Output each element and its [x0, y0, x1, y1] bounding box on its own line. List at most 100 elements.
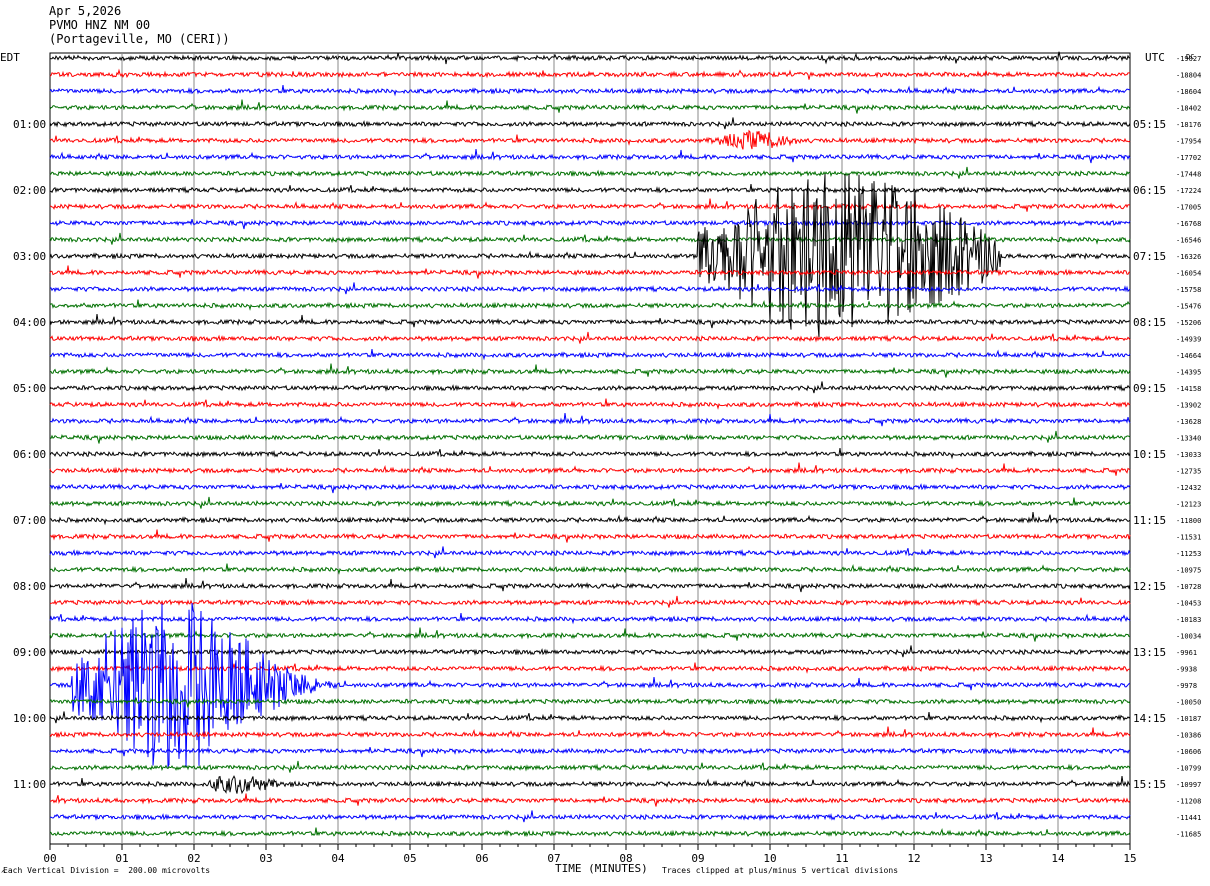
- seismic-trace: [49, 448, 1131, 460]
- utc-hour-label: 11:15: [1133, 514, 1166, 527]
- trace-offset-label: -13033: [1176, 451, 1201, 459]
- trace-offset-label: -16326: [1176, 253, 1201, 261]
- edt-hour-label: 10:00: [13, 712, 46, 725]
- trace-offset-label: -10728: [1176, 583, 1201, 591]
- utc-hour-label: 14:15: [1133, 712, 1166, 725]
- x-tick-label: 15: [1123, 852, 1136, 865]
- seismic-trace: [50, 529, 1131, 543]
- edt-axis-title: EDT: [0, 51, 20, 64]
- station-code: PVMO HNZ NM 00: [49, 18, 151, 32]
- seismic-trace: [49, 496, 1131, 509]
- trace-offset-label: -14939: [1176, 336, 1201, 344]
- seismic-trace: [49, 398, 1131, 410]
- seismic-trace: [49, 482, 1131, 494]
- trace-offset-label: -18402: [1176, 105, 1201, 113]
- x-axis-title: TIME (MINUTES): [555, 862, 648, 875]
- utc-hour-label: 15:15: [1133, 778, 1166, 791]
- trace-offset-label: -10799: [1176, 765, 1201, 773]
- trace-offset-label: -10183: [1176, 616, 1201, 624]
- x-tick-label: 07: [547, 852, 560, 865]
- seismic-trace: [49, 613, 1131, 625]
- seismic-trace: [49, 232, 1131, 245]
- edt-hour-label: 02:00: [13, 184, 46, 197]
- edt-hour-label: 08:00: [13, 580, 46, 593]
- seismic-trace: [49, 198, 1131, 212]
- trace-offset-label: -17702: [1176, 154, 1201, 162]
- trace-offset-labels: -19027 -18804 -18604 -18402 -18176 -17954 -177…: [1176, 55, 1201, 839]
- seismic-trace: [49, 218, 1131, 230]
- seismic-trace: [49, 51, 1131, 65]
- edt-hour-label: 07:00: [13, 514, 46, 527]
- seismic-trace: [49, 595, 1131, 608]
- trace-offset-label: -14395: [1176, 369, 1201, 377]
- seismic-trace: [49, 314, 1131, 329]
- seismic-trace: [49, 578, 1131, 593]
- trace-offset-label: -17448: [1176, 171, 1201, 179]
- seismic-trace: [49, 602, 1131, 768]
- edt-axis-labels: 01:00 02:00 03:00 04:00 05:00 06:00 07:00 08:00…: [13, 118, 46, 791]
- x-tick-label: 11: [835, 852, 848, 865]
- trace-offset-label: -9938: [1176, 666, 1197, 674]
- utc-hour-label: 13:15: [1133, 646, 1166, 659]
- x-axis-ticks: 00 01 02 03 04 05 06 07 08 09 10 11 12 13 14 15: [43, 844, 1137, 865]
- utc-hour-label: 12:15: [1133, 580, 1166, 593]
- time-gridlines: [121, 53, 1059, 844]
- edt-hour-label: 04:00: [13, 316, 46, 329]
- trace-offset-label: -17005: [1176, 204, 1201, 212]
- footer-marker: ^: [1, 869, 6, 878]
- trace-offset-label: -16768: [1176, 220, 1201, 228]
- trace-offset-label: -11441: [1176, 814, 1201, 822]
- seismic-traces: [49, 51, 1131, 839]
- utc-hour-label: 08:15: [1133, 316, 1166, 329]
- edt-hour-label: 01:00: [13, 118, 46, 131]
- x-tick-label: 00: [43, 852, 56, 865]
- x-tick-label: 04: [331, 852, 345, 865]
- utc-hour-label: 10:15: [1133, 448, 1166, 461]
- seismic-trace: [49, 129, 1131, 150]
- trace-offset-label: -19027: [1176, 55, 1201, 63]
- seismic-trace: [49, 711, 1131, 724]
- seismic-trace: [49, 810, 1131, 823]
- x-tick-label: 05: [403, 852, 416, 865]
- trace-offset-label: -14664: [1176, 352, 1201, 360]
- trace-offset-label: -10187: [1176, 715, 1201, 723]
- edt-hour-label: 03:00: [13, 250, 46, 263]
- seismic-trace: [49, 827, 1131, 839]
- trace-offset-label: -9961: [1176, 649, 1197, 657]
- x-tick-label: 08: [619, 852, 632, 865]
- utc-axis-labels: 05:15 06:15 07:15 08:15 09:15 10:15 11:15 12:15…: [1133, 118, 1166, 791]
- utc-hour-label: 09:15: [1133, 382, 1166, 395]
- seismic-trace: [49, 68, 1131, 80]
- seismic-trace: [49, 697, 1131, 708]
- seismic-trace: [49, 726, 1131, 739]
- trace-offset-label: -10606: [1176, 748, 1201, 756]
- seismic-trace: [49, 149, 1131, 164]
- edt-hour-label: 06:00: [13, 448, 46, 461]
- seismic-trace: [49, 462, 1131, 476]
- trace-offset-label: -10453: [1176, 600, 1201, 608]
- trace-offset-label: -17954: [1176, 138, 1201, 146]
- x-tick-label: 09: [691, 852, 704, 865]
- trace-offset-label: -12123: [1176, 501, 1201, 509]
- x-tick-label: 10: [763, 852, 776, 865]
- trace-offset-label: -12432: [1176, 484, 1201, 492]
- trace-offset-label: -10386: [1176, 732, 1201, 740]
- plot-date: Apr 5,2026: [49, 4, 122, 18]
- seismic-trace: [49, 331, 1131, 344]
- x-tick-label: 03: [259, 852, 272, 865]
- trace-offset-label: -11800: [1176, 517, 1201, 525]
- trace-offset-label: -18176: [1176, 121, 1201, 129]
- trace-offset-label: -10975: [1176, 567, 1201, 575]
- seismic-trace: [50, 363, 1131, 378]
- utc-hour-label: 06:15: [1133, 184, 1166, 197]
- seismic-trace: [49, 760, 1131, 773]
- trace-offset-label: -11208: [1176, 798, 1201, 806]
- seismic-trace: [49, 166, 1131, 179]
- x-tick-label: 12: [907, 852, 920, 865]
- seismic-trace: [49, 381, 1131, 394]
- edt-hour-label: 05:00: [13, 382, 46, 395]
- trace-offset-label: -10050: [1176, 699, 1201, 707]
- seismic-trace: [49, 746, 1131, 758]
- trace-offset-label: -18604: [1176, 88, 1201, 96]
